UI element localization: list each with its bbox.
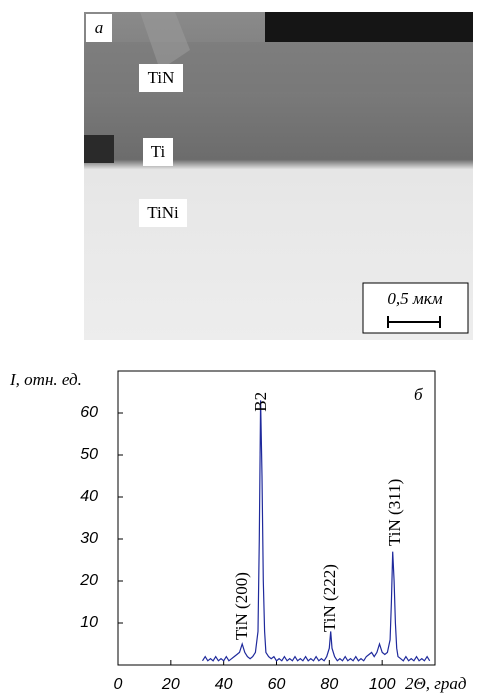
dark-region <box>265 12 473 42</box>
panel-label: а <box>95 18 104 37</box>
layer-label: TiNi <box>147 203 179 222</box>
label-box <box>139 199 187 227</box>
x-tick-label: 40 <box>215 676 233 693</box>
layer-label: Ti <box>151 142 166 161</box>
peak-label: TiN (311) <box>385 479 404 546</box>
scale-bar <box>387 316 441 328</box>
x-axis-label: 2Θ, град <box>405 674 467 693</box>
peak-label: TiN (222) <box>320 564 339 632</box>
y-tick-label: 10 <box>80 614 98 631</box>
dark-spot <box>84 135 114 163</box>
micrograph: а TiN Ti TiNi 0,5 мкм <box>84 12 473 340</box>
scale-box <box>362 282 469 334</box>
y-tick-label: 30 <box>80 530 98 547</box>
x-tick-label: 80 <box>320 676 338 693</box>
label-box <box>86 14 112 42</box>
y-tick-label: 20 <box>79 572 98 589</box>
x-tick-label: 60 <box>268 676 286 693</box>
scale-label: 0,5 мкм <box>387 289 442 308</box>
label-box <box>139 64 183 92</box>
peak-label: TiN (200) <box>232 572 251 640</box>
xrd-line <box>201 400 431 662</box>
peak-label: B2 <box>251 392 270 412</box>
layer-label: TiN <box>148 68 175 87</box>
y-tick-label: 40 <box>80 488 98 505</box>
y-axis-label: I, отн. ед. <box>9 370 82 389</box>
y-tick-label: 50 <box>80 446 98 463</box>
x-tick-label: 0 <box>114 676 123 693</box>
label-box <box>143 138 173 166</box>
panel-label: б <box>414 385 423 404</box>
x-tick-label: 100 <box>369 676 396 693</box>
particle <box>140 12 190 70</box>
y-tick-label: 60 <box>80 404 98 421</box>
x-tick-label: 20 <box>161 676 180 693</box>
